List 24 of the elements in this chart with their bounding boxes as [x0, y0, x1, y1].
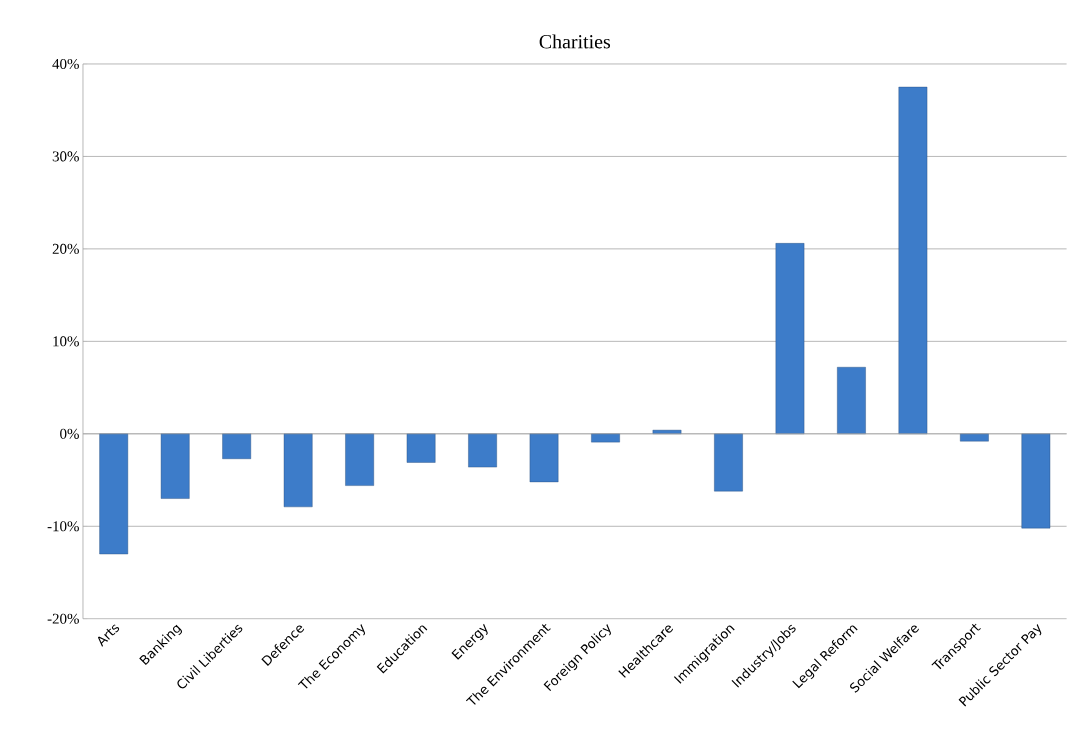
bar	[714, 433, 743, 492]
bar	[283, 433, 313, 508]
bar	[960, 433, 989, 442]
y-tick-label: 40%	[52, 59, 79, 70]
y-tick-label: -10%	[47, 521, 79, 532]
bar	[222, 433, 252, 460]
bar	[529, 433, 559, 483]
bar	[99, 433, 129, 555]
y-tick-label: 0%	[60, 428, 79, 440]
y-tick-label: 30%	[52, 151, 79, 162]
bar	[837, 367, 866, 435]
bar	[898, 87, 928, 435]
bar	[652, 430, 682, 435]
y-tick-label: 10%	[53, 336, 79, 347]
bar	[345, 433, 374, 486]
bar	[591, 433, 620, 443]
y-tick-label: -20%	[47, 613, 79, 624]
bar	[1021, 433, 1051, 529]
bar	[775, 243, 805, 435]
bar	[468, 433, 497, 468]
y-tick-label: 20%	[52, 243, 79, 255]
bar	[160, 433, 190, 499]
bar	[406, 433, 436, 463]
chart-title: Charities	[539, 34, 611, 49]
